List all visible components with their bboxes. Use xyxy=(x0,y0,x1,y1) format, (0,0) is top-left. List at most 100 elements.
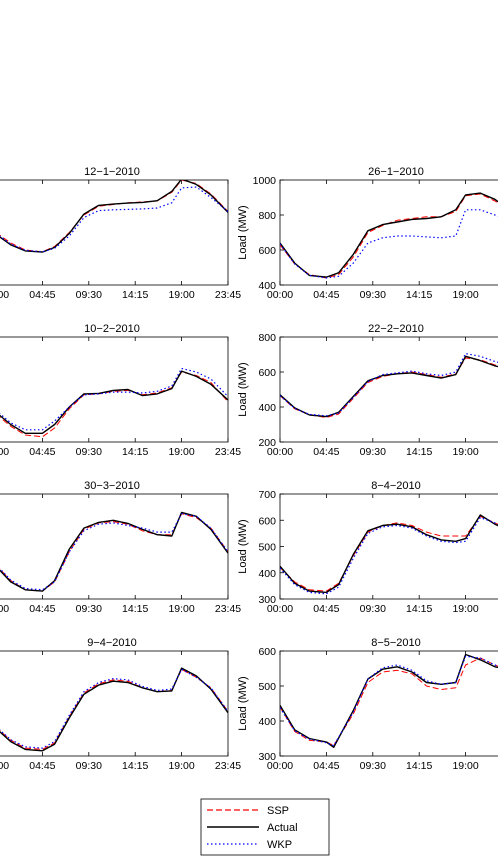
series-line-wkp xyxy=(0,367,228,431)
x-tick-label: 04:45 xyxy=(313,446,339,458)
x-tick-label: 09:30 xyxy=(76,603,102,615)
y-tick-label: 600 xyxy=(258,245,276,257)
plot-area xyxy=(279,336,498,443)
y-tick-label: 400 xyxy=(258,716,276,728)
plot-area xyxy=(279,493,498,600)
x-tick-label: 09:30 xyxy=(360,603,386,615)
series-line-actual xyxy=(0,511,228,592)
series-line-actual xyxy=(280,355,498,418)
x-tick-label: 23:45 xyxy=(215,289,241,301)
x-tick-label: 00:00 xyxy=(0,446,9,458)
x-tick-label: 23:45 xyxy=(215,446,241,458)
x-tick-label: 23:45 xyxy=(215,760,241,772)
series-line-wkp xyxy=(280,209,498,279)
x-tick-label: 19:00 xyxy=(168,760,194,772)
chart-title: 26−1−2010 xyxy=(368,166,424,178)
x-tick-label: 00:00 xyxy=(267,446,293,458)
plot-area xyxy=(0,336,229,443)
y-tick-label: 600 xyxy=(258,515,276,527)
y-tick-label: 300 xyxy=(258,594,276,606)
x-tick-label: 14:15 xyxy=(406,603,432,615)
chart-panel-6: 8−4−2010 00:00 04:45 09:30 14:15 19:00 300 400 5… xyxy=(237,480,498,615)
y-axis-label: Load (MW) xyxy=(237,205,249,259)
series-line-ssp xyxy=(280,357,498,418)
y-tick-label: 500 xyxy=(258,542,276,554)
chart-title: 8−4−2010 xyxy=(371,480,421,492)
legend: SSP Actual WKP xyxy=(200,798,330,856)
x-tick-label: 09:30 xyxy=(360,760,386,772)
series-line-wkp xyxy=(0,668,228,749)
x-tick-label: 23:45 xyxy=(215,603,241,615)
x-tick-label: 09:30 xyxy=(360,446,386,458)
series-line-actual xyxy=(0,370,228,434)
x-tick-label: 19:00 xyxy=(168,603,194,615)
series-line-wkp xyxy=(280,655,498,747)
y-tick-label: 400 xyxy=(258,402,276,414)
y-axis-label: Load (MW) xyxy=(237,362,249,416)
series-line-wkp xyxy=(0,513,228,591)
x-tick-label: 19:00 xyxy=(452,289,478,301)
series-line-ssp xyxy=(0,513,228,592)
y-tick-label: 800 xyxy=(258,210,276,222)
series-line-ssp xyxy=(0,180,228,253)
x-tick-label: 09:30 xyxy=(76,760,102,772)
x-tick-label: 00:00 xyxy=(267,603,293,615)
x-tick-label: 14:15 xyxy=(406,760,432,772)
x-tick-label: 00:00 xyxy=(0,289,9,301)
x-tick-label: 14:15 xyxy=(122,603,148,615)
x-tick-label: 14:15 xyxy=(122,446,148,458)
chart-title: 8−5−2010 xyxy=(371,637,421,649)
series-line-ssp xyxy=(280,515,498,592)
plot-area xyxy=(0,650,229,757)
x-tick-label: 04:45 xyxy=(313,603,339,615)
legend-label-actual: Actual xyxy=(267,822,298,834)
y-tick-label: 500 xyxy=(258,681,276,693)
y-tick-label: 400 xyxy=(258,568,276,580)
series-line-wkp xyxy=(280,353,498,417)
y-tick-label: 1000 xyxy=(253,175,277,187)
legend-label-ssp: SSP xyxy=(267,805,289,817)
chart-panel-8: 8−5−2010 00:00 04:45 09:30 14:15 19:00 300 400 5… xyxy=(237,637,498,772)
plot-area xyxy=(279,650,498,757)
series-line-actual xyxy=(0,180,228,253)
x-tick-label: 04:45 xyxy=(29,760,55,772)
x-tick-label: 04:45 xyxy=(29,446,55,458)
chart-panel-1: 12−1−2010 00:00 04:45 09:30 14:15 19:00 23:45 xyxy=(0,166,241,301)
chart-title: 22−2−2010 xyxy=(368,323,424,335)
legend-label-wkp: WKP xyxy=(267,839,292,851)
chart-title: 10−2−2010 xyxy=(84,323,140,335)
x-tick-label: 09:30 xyxy=(76,289,102,301)
x-tick-label: 14:15 xyxy=(406,289,432,301)
y-tick-label: 600 xyxy=(258,646,276,658)
plot-area xyxy=(0,493,229,600)
chart-title: 9−4−2010 xyxy=(87,637,137,649)
series-line-wkp xyxy=(280,516,498,595)
x-tick-label: 14:15 xyxy=(122,289,148,301)
chart-title: 12−1−2010 xyxy=(84,166,140,178)
chart-panel-3: 10−2−2010 00:00 04:45 09:30 14:15 19:00 23:45 xyxy=(0,323,241,458)
x-tick-label: 09:30 xyxy=(76,446,102,458)
x-tick-label: 04:45 xyxy=(29,289,55,301)
series-line-ssp xyxy=(280,657,498,746)
x-tick-label: 19:00 xyxy=(452,760,478,772)
x-tick-label: 04:45 xyxy=(313,289,339,301)
x-tick-label: 19:00 xyxy=(452,603,478,615)
series-line-ssp xyxy=(280,193,498,279)
x-tick-label: 00:00 xyxy=(267,760,293,772)
plot-area xyxy=(0,179,229,286)
chart-panel-7: 9−4−2010 00:00 04:45 09:30 14:15 19:00 23:45 xyxy=(0,637,241,772)
x-tick-label: 19:00 xyxy=(452,446,478,458)
x-tick-label: 19:00 xyxy=(168,446,194,458)
series-line-wkp xyxy=(0,186,228,253)
series-line-actual xyxy=(0,667,228,752)
x-tick-label: 04:45 xyxy=(29,603,55,615)
series-line-ssp xyxy=(0,371,228,438)
x-tick-label: 00:00 xyxy=(0,603,9,615)
series-line-actual xyxy=(280,192,498,278)
x-tick-label: 09:30 xyxy=(360,289,386,301)
y-tick-label: 200 xyxy=(258,437,276,449)
y-tick-label: 400 xyxy=(258,280,276,292)
series-line-actual xyxy=(280,514,498,594)
y-axis-label: Load (MW) xyxy=(237,676,249,730)
